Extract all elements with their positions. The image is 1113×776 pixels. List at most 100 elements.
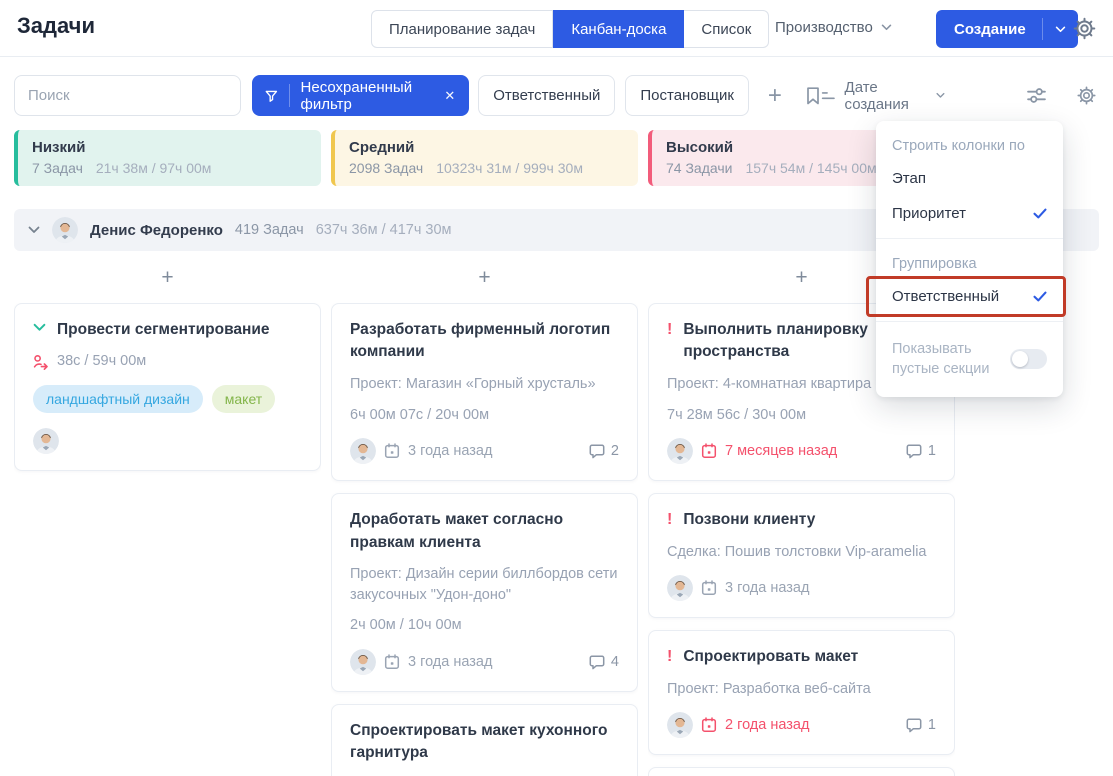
tab-task-planning[interactable]: Планирование задач xyxy=(371,10,554,48)
comment-icon xyxy=(906,717,922,733)
task-due-overdue: 7 месяцев назад xyxy=(725,443,838,460)
task-tags: ландшафтный дизайн макет xyxy=(33,385,302,414)
add-task-button[interactable]: + xyxy=(161,266,174,289)
task-title: Доработать макет согласно правкам клиент… xyxy=(350,511,564,551)
group-name: Денис Федоренко xyxy=(90,221,223,239)
avatar xyxy=(350,649,376,675)
chevron-down-icon xyxy=(936,92,945,99)
task-card[interactable]: ! Спроектировать макет Проект: Разработк… xyxy=(648,630,955,756)
task-card[interactable]: Спроектировать макет кухонного гарнитура… xyxy=(331,703,638,776)
avatar xyxy=(33,428,59,454)
task-title: Спроектировать макет xyxy=(683,648,859,666)
task-title: Провести сегментирование xyxy=(57,321,270,338)
column-header-low[interactable]: Низкий 7 Задач 21ч 38м / 97ч 00м xyxy=(14,130,321,186)
comment-count: 4 xyxy=(610,653,619,670)
task-project: Проект: Магазин «Горный хрусталь» xyxy=(350,375,596,392)
menu-section-build-columns: Строить колонки по xyxy=(892,138,1025,154)
avatar xyxy=(350,438,376,464)
create-button[interactable]: Создание xyxy=(936,10,1078,48)
display-settings-button[interactable] xyxy=(1027,87,1046,104)
task-title: Позвони клиенту xyxy=(683,511,816,529)
high-priority-icon: ! xyxy=(667,511,673,529)
task-project: Проект: Разработка веб-сайта xyxy=(667,680,871,697)
app-settings-button[interactable] xyxy=(1072,16,1097,46)
search-input[interactable] xyxy=(14,75,241,116)
clear-filter-icon[interactable]: ✕ xyxy=(444,87,456,103)
filter-chip-label: Несохраненный фильтр xyxy=(300,78,413,113)
group-time-total: 637ч 36м / 417ч 30м xyxy=(315,222,452,238)
create-button-label: Создание xyxy=(954,20,1026,38)
calendar-icon xyxy=(384,443,400,459)
tab-kanban-board[interactable]: Канбан-доска xyxy=(553,10,685,48)
menu-item-stage[interactable]: Этап xyxy=(876,161,1063,196)
gear-icon xyxy=(1072,16,1097,41)
menu-divider xyxy=(876,238,1063,239)
show-empty-sections-toggle-row[interactable]: Показывать пустые секции xyxy=(876,329,1063,392)
task-title: Выполнить планировку пространства xyxy=(683,321,868,361)
column-medium-tasks: Разработать фирменный логотип компании П… xyxy=(331,303,638,776)
collapse-chevron-icon[interactable] xyxy=(28,226,40,234)
workspace-label: Производство xyxy=(775,19,873,36)
task-time: 7ч 28м 56с / 30ч 00м xyxy=(667,406,807,423)
filter-author-button[interactable]: Постановщик xyxy=(625,75,749,116)
filter-responsible-button[interactable]: Ответственный xyxy=(478,75,616,116)
task-card[interactable]: Провести сегментирование 38с / 59ч 00м л… xyxy=(14,303,321,472)
high-priority-icon: ! xyxy=(667,648,673,666)
chevron-down-icon xyxy=(1055,26,1066,33)
sort-dropdown[interactable]: Дате создания xyxy=(821,79,945,113)
task-comments[interactable]: 2 xyxy=(589,443,619,459)
column-title: Высокий xyxy=(666,139,734,156)
task-comments[interactable]: 4 xyxy=(589,654,619,670)
avatar xyxy=(52,217,78,243)
task-card[interactable]: Доработать макет согласно правкам клиент… xyxy=(331,493,638,692)
add-filter-icon[interactable]: + xyxy=(767,81,782,109)
group-task-count: 419 Задач xyxy=(234,222,304,238)
delegated-person-icon xyxy=(33,354,49,370)
task-due: 3 года назад xyxy=(408,443,493,460)
task-card[interactable]: ! Стилизовать главную страницу Проект: Р… xyxy=(648,767,955,776)
tag[interactable]: ландшафтный дизайн xyxy=(33,385,203,414)
task-card[interactable]: Разработать фирменный логотип компании П… xyxy=(331,303,638,482)
tab-list[interactable]: Список xyxy=(684,10,770,48)
comment-icon xyxy=(906,443,922,459)
calendar-icon xyxy=(701,443,717,459)
create-button-divider xyxy=(1041,18,1043,40)
column-title: Средний xyxy=(349,139,415,156)
task-comments[interactable]: 1 xyxy=(906,443,936,459)
column-time-total: 21ч 38м / 97ч 00м xyxy=(95,160,212,176)
board-settings-button[interactable] xyxy=(1076,85,1097,106)
expand-chevron-icon[interactable] xyxy=(33,323,46,332)
add-task-button[interactable]: + xyxy=(478,266,491,289)
task-title: Спроектировать макет кухонного гарнитура xyxy=(350,721,608,762)
column-time-total: 157ч 54м / 145ч 00м xyxy=(745,160,877,176)
menu-section-grouping: Группировка xyxy=(892,256,977,272)
column-task-count: 2098 Задач xyxy=(349,160,424,176)
menu-item-priority[interactable]: Приоритет xyxy=(876,196,1063,231)
task-card[interactable]: ! Позвони клиенту Сделка: Пошив толстовк… xyxy=(648,493,955,619)
toggle-switch-off[interactable] xyxy=(1010,349,1047,370)
avatar xyxy=(667,438,693,464)
task-title: Разработать фирменный логотип компании xyxy=(350,321,611,361)
task-deal: Сделка: Пошив толстовки Vip-aramelia xyxy=(667,543,927,560)
chevron-down-icon xyxy=(881,24,892,31)
task-time: 38с / 59ч 00м xyxy=(57,353,147,370)
add-task-button[interactable]: + xyxy=(795,266,808,289)
sort-icon xyxy=(821,89,836,103)
comment-icon xyxy=(589,654,605,670)
task-project: Проект: 4-комнатная квартира №668 xyxy=(667,375,915,392)
filter-toolbar: Несохраненный фильтр ✕ Ответственный Пос… xyxy=(14,75,1097,116)
task-comments[interactable]: 1 xyxy=(906,717,936,733)
check-icon xyxy=(1033,208,1047,219)
menu-divider xyxy=(876,321,1063,322)
gear-icon xyxy=(1076,85,1097,106)
menu-item-responsible[interactable]: Ответственный xyxy=(876,279,1063,314)
workspace-dropdown[interactable]: Производство xyxy=(775,19,892,36)
column-header-medium[interactable]: Средний 2098 Задач 10323ч 31м / 999ч 30м xyxy=(331,130,638,186)
sort-label: Дате создания xyxy=(844,78,909,113)
column-high-tasks: ! Выполнить планировку пространства Прое… xyxy=(648,303,955,776)
filter-chip[interactable]: Несохраненный фильтр ✕ xyxy=(252,75,470,116)
bookmark-icon[interactable] xyxy=(805,86,821,106)
tag[interactable]: макет xyxy=(211,385,276,414)
column-task-count: 7 Задач xyxy=(32,160,83,176)
